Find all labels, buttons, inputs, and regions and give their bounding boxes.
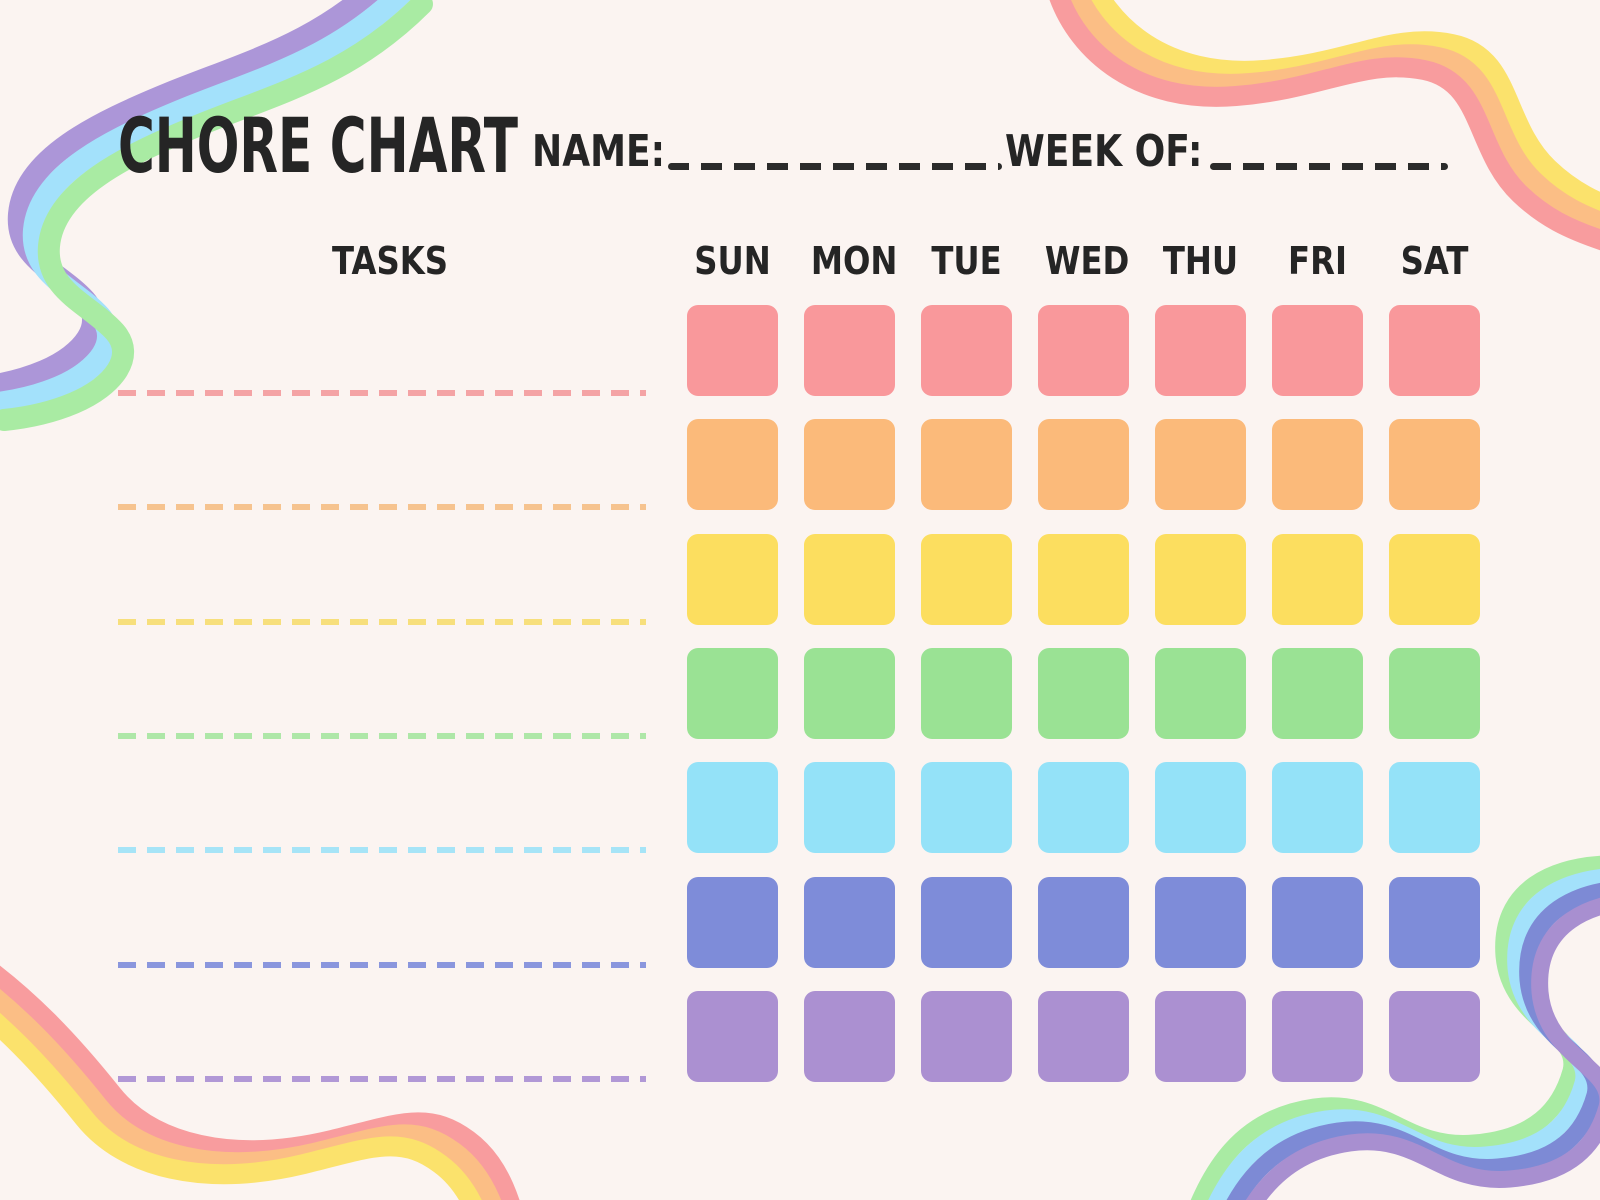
- chore-cell-indigo-sat[interactable]: [1389, 877, 1480, 968]
- chore-cell-indigo-mon[interactable]: [804, 877, 895, 968]
- ribbon-band-cyan: [0, 0, 411, 414]
- ribbon-band-violet: [1245, 898, 1600, 1200]
- chore-cell-purple-mon[interactable]: [804, 991, 895, 1082]
- chore-cell-green-thu[interactable]: [1155, 648, 1246, 739]
- chore-cell-yellow-fri[interactable]: [1272, 534, 1363, 625]
- day-header-thu: THU: [1162, 239, 1239, 283]
- chore-cell-red-mon[interactable]: [804, 305, 895, 396]
- chore-cell-blue-sat[interactable]: [1389, 762, 1480, 853]
- chore-cell-blue-fri[interactable]: [1272, 762, 1363, 853]
- chore-cell-purple-tue[interactable]: [921, 991, 1012, 1082]
- ribbon-band-orange: [1069, 0, 1600, 233]
- page-title: CHORE CHART: [118, 101, 518, 190]
- chore-cell-indigo-sun[interactable]: [687, 877, 778, 968]
- chore-cell-orange-fri[interactable]: [1272, 419, 1363, 510]
- chore-cell-orange-mon[interactable]: [804, 419, 895, 510]
- chore-cell-red-sun[interactable]: [687, 305, 778, 396]
- week-of-label: WEEK OF:: [1005, 126, 1203, 177]
- chore-cell-blue-wed[interactable]: [1038, 762, 1129, 853]
- chore-cell-green-tue[interactable]: [921, 648, 1012, 739]
- name-blank-line[interactable]: [668, 163, 1002, 170]
- chore-cell-orange-sat[interactable]: [1389, 419, 1480, 510]
- day-header-tue: TUE: [931, 239, 1002, 283]
- chore-cell-purple-sun[interactable]: [687, 991, 778, 1082]
- week-of-blank-line[interactable]: [1210, 163, 1448, 170]
- chore-cell-yellow-tue[interactable]: [921, 534, 1012, 625]
- chore-cell-purple-fri[interactable]: [1272, 991, 1363, 1082]
- day-header-wed: WED: [1044, 239, 1130, 283]
- chore-cell-blue-mon[interactable]: [804, 762, 895, 853]
- task-blank-line-orange[interactable]: [118, 504, 646, 510]
- ribbon-band-indigo: [1226, 883, 1600, 1200]
- chore-cell-red-thu[interactable]: [1155, 305, 1246, 396]
- tasks-column-header: TASKS: [331, 239, 449, 283]
- chore-cell-blue-sun[interactable]: [687, 762, 778, 853]
- rainbow-ribbon-bottom-left-icon: [0, 965, 520, 1200]
- day-header-fri: FRI: [1288, 239, 1347, 283]
- ribbon-band-purple: [0, 0, 378, 396]
- chore-cell-orange-sun[interactable]: [687, 419, 778, 510]
- ribbon-band-cyan: [1208, 869, 1600, 1200]
- chore-cell-yellow-sun[interactable]: [687, 534, 778, 625]
- chore-cell-red-sat[interactable]: [1389, 305, 1480, 396]
- chore-cell-red-wed[interactable]: [1038, 305, 1129, 396]
- day-header-sat: SAT: [1400, 239, 1469, 283]
- task-blank-line-green[interactable]: [118, 733, 646, 739]
- task-blank-line-blue[interactable]: [118, 847, 646, 853]
- chore-cell-green-wed[interactable]: [1038, 648, 1129, 739]
- chore-cell-indigo-fri[interactable]: [1272, 877, 1363, 968]
- chore-cell-yellow-thu[interactable]: [1155, 534, 1246, 625]
- chore-cell-indigo-tue[interactable]: [921, 877, 1012, 968]
- chore-cell-blue-thu[interactable]: [1155, 762, 1246, 853]
- day-header-sun: SUN: [694, 239, 771, 283]
- ribbon-band-yellow: [0, 1012, 482, 1200]
- chore-cell-green-sat[interactable]: [1389, 648, 1480, 739]
- chore-cell-red-tue[interactable]: [921, 305, 1012, 396]
- chore-cell-yellow-mon[interactable]: [804, 534, 895, 625]
- task-blank-line-indigo[interactable]: [118, 962, 646, 968]
- chore-cell-green-mon[interactable]: [804, 648, 895, 739]
- day-header-mon: MON: [810, 239, 898, 283]
- ribbon-band-green: [1190, 855, 1600, 1200]
- chore-cell-indigo-thu[interactable]: [1155, 877, 1246, 968]
- task-blank-line-red[interactable]: [118, 390, 646, 396]
- ribbon-band-salmon: [1049, 0, 1600, 251]
- chore-cell-green-fri[interactable]: [1272, 648, 1363, 739]
- chore-cell-yellow-wed[interactable]: [1038, 534, 1129, 625]
- chore-cell-indigo-wed[interactable]: [1038, 877, 1129, 968]
- chore-cell-red-fri[interactable]: [1272, 305, 1363, 396]
- name-label: NAME:: [532, 126, 666, 177]
- chore-cell-orange-thu[interactable]: [1155, 419, 1246, 510]
- rainbow-ribbon-top-left-icon: [0, 0, 433, 431]
- task-blank-line-yellow[interactable]: [118, 619, 646, 625]
- task-blank-line-purple[interactable]: [118, 1076, 646, 1082]
- chore-cell-purple-thu[interactable]: [1155, 991, 1246, 1082]
- ribbon-band-green: [0, 0, 433, 431]
- chore-cell-purple-sat[interactable]: [1389, 991, 1480, 1082]
- ribbon-band-yellow: [1090, 0, 1600, 214]
- chore-cell-yellow-sat[interactable]: [1389, 534, 1480, 625]
- chore-cell-orange-tue[interactable]: [921, 419, 1012, 510]
- rainbow-ribbon-bottom-right-icon: [1190, 855, 1600, 1200]
- chore-cell-blue-tue[interactable]: [921, 762, 1012, 853]
- chore-cell-purple-wed[interactable]: [1038, 991, 1129, 1082]
- chore-cell-orange-wed[interactable]: [1038, 419, 1129, 510]
- rainbow-ribbon-top-right-icon: [1049, 0, 1600, 251]
- chore-cell-green-sun[interactable]: [687, 648, 778, 739]
